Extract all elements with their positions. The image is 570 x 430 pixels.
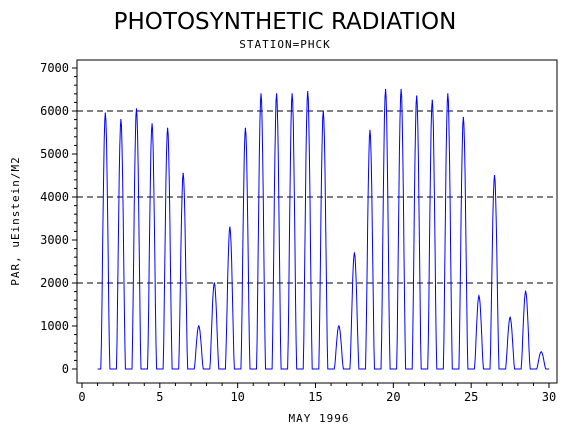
y-tick-label: 5000 <box>40 147 69 161</box>
peak-point-day-13 <box>291 93 293 95</box>
chart-subtitle: STATION=PHCK <box>239 38 330 51</box>
peak-point-day-26 <box>493 174 496 177</box>
peak-point-day-3 <box>135 108 138 110</box>
y-axis: 0 1000 2000 3000 4000 5000 6000 7000 <box>40 61 77 376</box>
peak-point-day-15 <box>322 110 324 112</box>
peak-point-day-23 <box>447 93 449 95</box>
peak-point-day-18 <box>369 129 371 131</box>
x-tick-label: 30 <box>542 390 556 404</box>
peak-point-day-4 <box>151 123 153 125</box>
peak-point-day-19 <box>384 88 387 91</box>
peak-point-day-6 <box>182 172 184 174</box>
y-tick-label: 6000 <box>40 104 69 118</box>
peak-point-day-29 <box>540 351 542 353</box>
peak-point-day-9 <box>229 226 231 228</box>
peak-point-day-22 <box>431 99 433 101</box>
peak-point-day-5 <box>167 127 169 129</box>
chart-title: PHOTOSYNTHETIC RADIATION <box>114 9 457 35</box>
y-tick-label: 7000 <box>40 61 69 75</box>
peak-point-day-12 <box>275 93 278 95</box>
x-tick-label: 25 <box>464 390 478 404</box>
y-tick-label: 0 <box>62 362 69 376</box>
plot-frame <box>76 59 558 384</box>
par-series-line <box>97 89 549 370</box>
peak-point-day-11 <box>260 93 262 95</box>
peak-point-day-27 <box>509 316 511 318</box>
x-axis-label: MAY 1996 <box>289 412 350 425</box>
x-tick-label: 0 <box>78 390 85 404</box>
peak-point-day-1 <box>104 112 106 114</box>
x-tick-label: 20 <box>386 390 400 404</box>
reference-lines <box>77 110 557 284</box>
x-axis: 0 5 10 15 20 25 30 <box>78 383 556 404</box>
y-tick-label: 4000 <box>40 190 69 204</box>
y-axis-label: PAR, uEinstein/M2 <box>9 156 22 286</box>
x-tick-label: 5 <box>156 390 163 404</box>
peak-point-day-25 <box>478 295 480 297</box>
par-series <box>97 88 549 370</box>
peak-point-day-14 <box>307 91 309 93</box>
peak-point-day-8 <box>213 282 215 284</box>
peak-point-day-17 <box>353 252 356 254</box>
peak-point-day-16 <box>338 325 340 327</box>
y-tick-label: 1000 <box>40 319 69 333</box>
y-tick-label: 2000 <box>40 276 69 290</box>
x-tick-label: 15 <box>308 390 322 404</box>
peak-point-day-20 <box>400 88 402 91</box>
peak-point-day-2 <box>120 119 122 121</box>
peak-point-day-28 <box>525 291 527 293</box>
x-tick-label: 10 <box>230 390 244 404</box>
y-tick-label: 3000 <box>40 233 69 247</box>
peak-point-day-21 <box>416 95 418 97</box>
peak-point-day-24 <box>462 116 464 119</box>
peak-point-day-7 <box>198 325 200 327</box>
peak-point-day-10 <box>244 127 247 129</box>
